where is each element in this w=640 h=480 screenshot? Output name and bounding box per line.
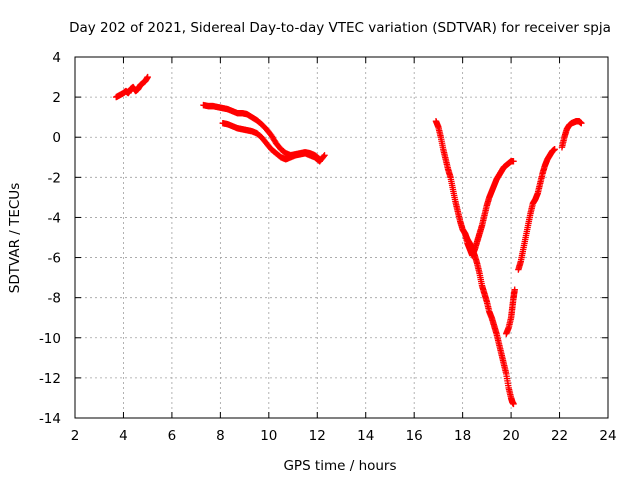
grid-lines — [75, 57, 608, 418]
data-point — [510, 400, 517, 408]
series-arc6 — [503, 286, 518, 337]
y-tick-label: -14 — [39, 411, 61, 427]
y-tick-label: -2 — [48, 170, 61, 186]
data-point — [144, 73, 151, 81]
data-point — [511, 286, 518, 293]
series-arc7 — [515, 146, 558, 273]
data-point — [551, 146, 558, 153]
x-tick-label: 12 — [309, 428, 326, 444]
y-tick-label: 0 — [52, 130, 61, 146]
x-axis-label: GPS time / hours — [283, 458, 396, 474]
y-tick-label: 2 — [52, 90, 61, 106]
chart-title: Day 202 of 2021, Sidereal Day-to-day VTE… — [69, 20, 611, 36]
series-arc1 — [112, 73, 151, 101]
y-tick-label: -12 — [39, 371, 61, 387]
x-tick-label: 8 — [216, 428, 225, 444]
data-series — [112, 73, 585, 408]
y-tick-label: -10 — [39, 331, 61, 347]
series-arc8 — [558, 117, 585, 151]
y-tick-label: -6 — [48, 251, 61, 267]
axis-ticks — [74, 56, 609, 419]
y-tick-label: -8 — [48, 291, 61, 307]
x-tick-label: 22 — [551, 428, 568, 444]
data-point — [321, 152, 328, 159]
data-point — [320, 153, 327, 160]
y-tick-label: -4 — [48, 210, 61, 226]
data-point — [578, 119, 585, 127]
x-tick-label: 6 — [168, 428, 177, 444]
x-tick-label: 10 — [260, 428, 277, 444]
series-arc4 — [432, 117, 517, 408]
x-tick-label: 4 — [119, 428, 128, 444]
y-axis-label: SDTVAR / TECUs — [7, 183, 23, 293]
y-tick-label: 4 — [52, 50, 61, 66]
plot-frame — [74, 56, 609, 419]
x-tick-label: 16 — [406, 428, 423, 444]
x-tick-label: 20 — [502, 428, 519, 444]
x-tick-label: 24 — [599, 428, 616, 444]
x-tick-label: 2 — [71, 428, 80, 444]
series-arc3 — [219, 119, 328, 165]
data-point — [510, 158, 517, 165]
series-arc5 — [461, 158, 517, 259]
x-tick-label: 18 — [454, 428, 471, 444]
x-tick-label: 14 — [357, 428, 374, 444]
